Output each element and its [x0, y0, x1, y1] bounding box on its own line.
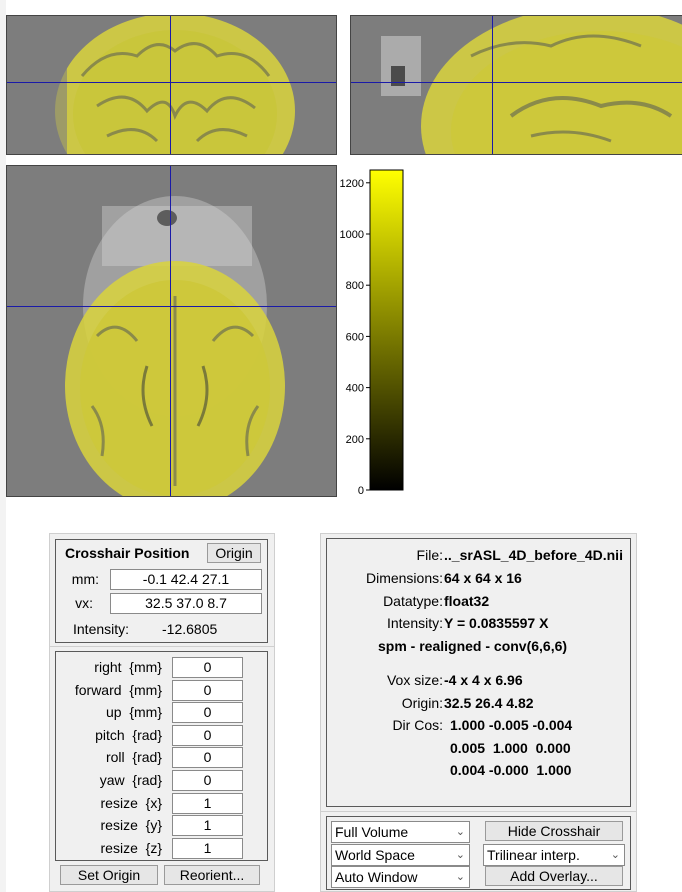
chevron-down-icon: ⌄	[455, 826, 465, 838]
dircos-row: 0.004 -0.000 1.000	[450, 762, 572, 778]
crosshair-vertical	[492, 16, 493, 154]
dimensions-value: 64 x 64 x 16	[444, 570, 522, 586]
colorbar-tick-label: 0	[358, 485, 364, 495]
dimensions-label: Dimensions:	[365, 570, 443, 586]
reorient-field-label: forward {mm}	[74, 682, 162, 698]
reorient-field-label: resize {y}	[100, 817, 162, 833]
coronal-brain-image	[7, 16, 295, 154]
info-intensity-label: Intensity:	[386, 615, 443, 631]
axial-brain-image	[65, 196, 285, 496]
reorient-field-input[interactable]: 0	[172, 680, 243, 701]
colorbar-tick-label: 600	[346, 331, 364, 343]
hide-crosshair-button[interactable]: Hide Crosshair	[485, 821, 623, 841]
axial-view[interactable]	[6, 165, 337, 497]
file-description: spm - realigned - conv(6,6,6)	[378, 638, 568, 654]
crosshair-horizontal	[7, 306, 336, 307]
reorient-field-label: up {mm}	[105, 704, 162, 720]
file-value: .._srASL_4D_before_4D.nii	[444, 547, 623, 563]
mm-field[interactable]: -0.1 42.4 27.1	[110, 569, 262, 590]
colorbar-tick-label: 800	[346, 280, 364, 292]
chevron-down-icon: ⌄	[610, 849, 620, 861]
reorient-field-input[interactable]: 0	[172, 770, 243, 791]
intensity-value: -12.6805	[162, 621, 218, 637]
reorient-box	[55, 651, 268, 861]
interp-select-value: Trilinear interp.	[487, 847, 580, 863]
reorient-field-input[interactable]: 1	[172, 815, 243, 836]
datatype-value: float32	[444, 593, 490, 609]
sagittal-view[interactable]	[350, 15, 682, 155]
crosshair-title: Crosshair Position	[65, 545, 190, 561]
file-info-box	[326, 538, 631, 807]
sagittal-brain-image	[381, 16, 682, 154]
reorient-field-label: right {mm}	[94, 659, 162, 675]
info-intensity-value: Y = 0.0835597 X	[444, 615, 549, 631]
mm-label: mm:	[71, 571, 99, 587]
window-select-value: Auto Window	[335, 869, 418, 885]
space-select[interactable]: World Space ⌄	[331, 844, 470, 866]
reorient-field-label: roll {rad}	[105, 749, 162, 765]
set-origin-button[interactable]: Set Origin	[60, 865, 158, 885]
reorient-field-input[interactable]: 0	[172, 657, 243, 678]
dircos-row: 0.005 1.000 0.000	[450, 740, 571, 756]
controls-box	[326, 816, 631, 890]
voxsize-value: -4 x 4 x 6.96	[444, 672, 523, 688]
crosshair-vertical	[170, 166, 171, 496]
crosshair-horizontal	[7, 82, 336, 83]
volume-select[interactable]: Full Volume ⌄	[331, 821, 470, 843]
reorient-field-input[interactable]: 0	[172, 725, 243, 746]
dircos-row: 1.000 -0.005 -0.004	[450, 717, 573, 733]
voxsize-label: Vox size:	[386, 672, 443, 688]
intensity-label: Intensity:	[73, 621, 130, 637]
crosshair-horizontal	[351, 82, 682, 83]
reorient-field-label: pitch {rad}	[95, 727, 162, 743]
chevron-down-icon: ⌄	[455, 849, 465, 861]
coronal-view[interactable]	[6, 15, 337, 155]
reorient-field-input[interactable]: 1	[172, 838, 243, 859]
file-label: File:	[416, 547, 443, 563]
colorbar-tick-label: 1000	[340, 229, 364, 241]
reorient-button[interactable]: Reorient...	[164, 865, 260, 885]
vx-label: vx:	[75, 595, 93, 611]
reorient-field-input[interactable]: 0	[172, 702, 243, 723]
origin-value: 32.5 26.4 4.82	[444, 695, 534, 711]
vx-field[interactable]: 32.5 37.0 8.7	[110, 593, 262, 614]
origin-label: Origin:	[401, 695, 443, 711]
reorient-field-input[interactable]: 0	[172, 747, 243, 768]
datatype-label: Datatype:	[383, 593, 443, 609]
intensity-colorbar: 1200 1000 800 600 400 200 0	[340, 169, 404, 495]
dircos-label: Dir Cos:	[392, 717, 443, 733]
add-overlay-button[interactable]: Add Overlay...	[485, 866, 623, 886]
chevron-down-icon: ⌄	[455, 871, 465, 883]
background-window-edge	[0, 0, 6, 892]
reorient-field-input[interactable]: 1	[172, 793, 243, 814]
colorbar-tick-label: 400	[346, 383, 364, 395]
reorient-field-label: resize {x}	[100, 795, 162, 811]
colorbar-tick-label: 1200	[340, 178, 364, 190]
crosshair-box	[55, 539, 268, 643]
colorbar-tick-label: 200	[346, 434, 364, 446]
crosshair-vertical	[170, 16, 171, 154]
window-select[interactable]: Auto Window ⌄	[331, 866, 470, 888]
space-select-value: World Space	[335, 847, 415, 863]
volume-select-value: Full Volume	[335, 824, 409, 840]
file-info-panel	[320, 533, 637, 813]
reorient-field-label: resize {z}	[100, 840, 162, 856]
origin-button[interactable]: Origin	[207, 543, 261, 563]
reorient-field-label: yaw {rad}	[99, 772, 162, 788]
interp-select[interactable]: Trilinear interp. ⌄	[483, 844, 625, 866]
